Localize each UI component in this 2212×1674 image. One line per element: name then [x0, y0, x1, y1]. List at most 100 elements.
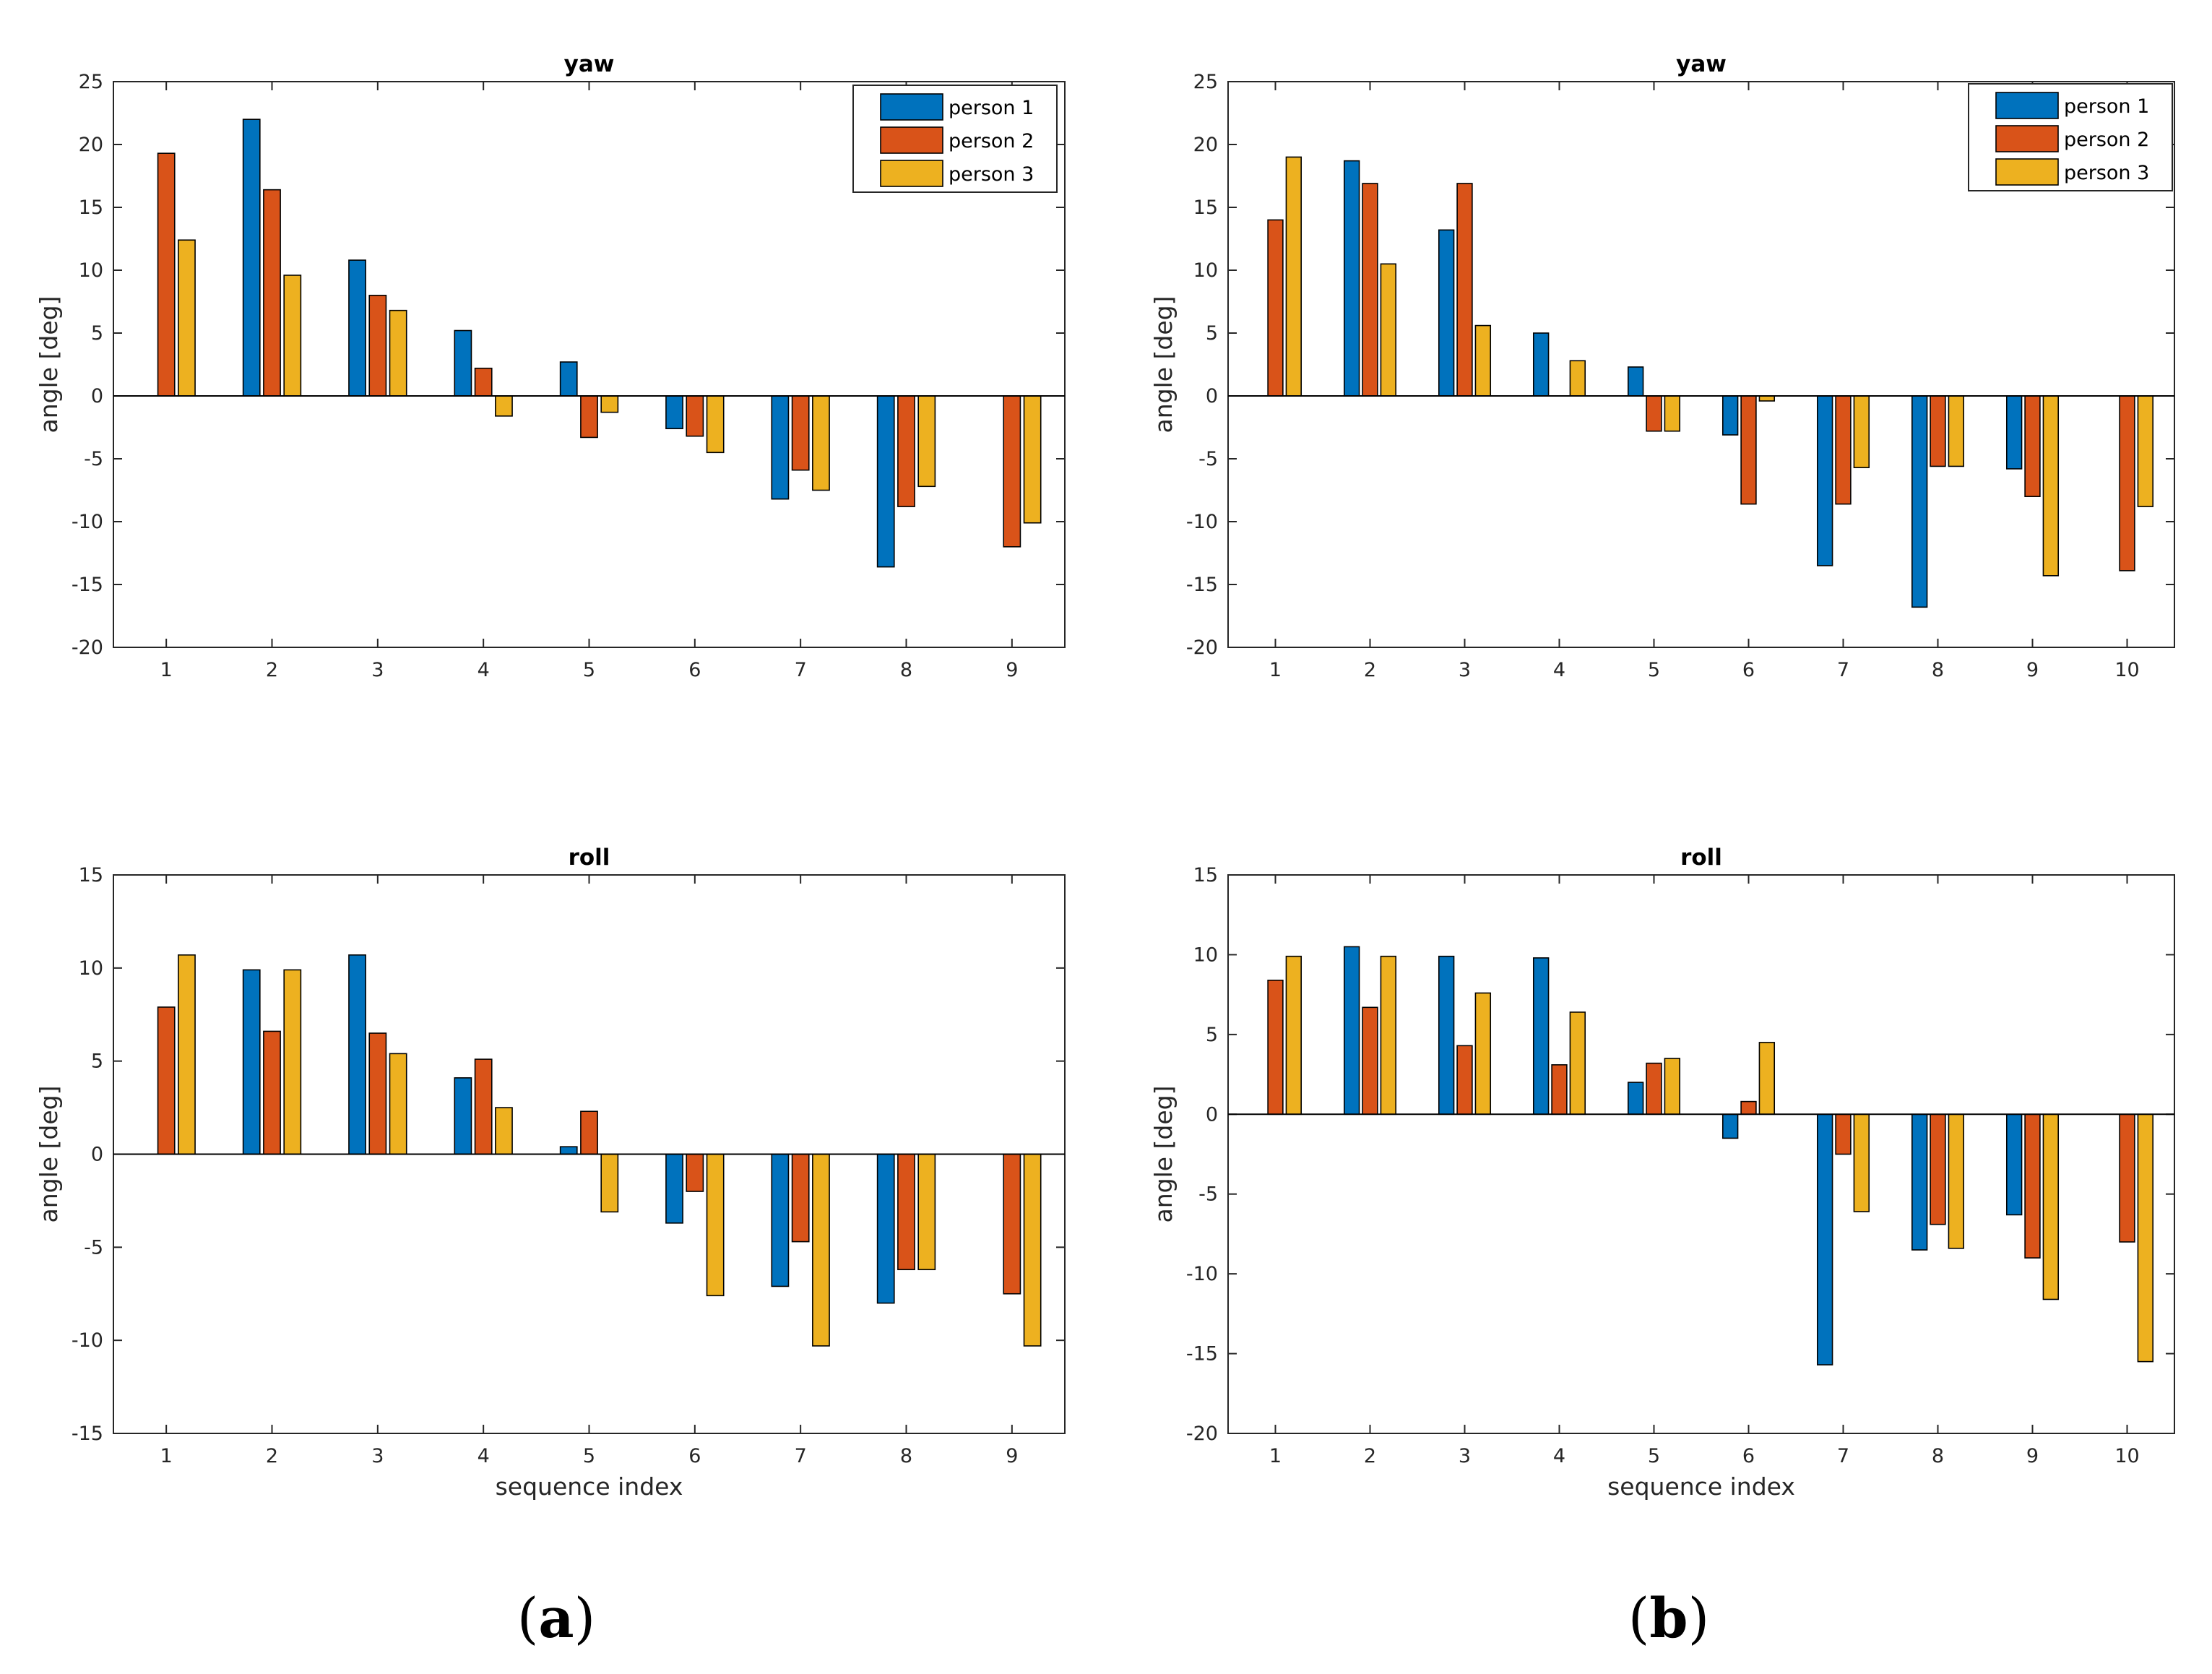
bar-person-3-seq-1 — [178, 239, 196, 397]
bar-person-3-seq-10 — [2137, 395, 2154, 507]
x-tick-label: 8 — [900, 659, 912, 681]
bar-person-3-seq-8 — [917, 395, 936, 488]
x-tick-label: 2 — [266, 1445, 278, 1467]
bar-person-2-seq-10 — [2119, 1113, 2135, 1243]
y-tick-label: 5 — [1206, 322, 1218, 345]
chart-panel-2: -20 -15 -10 -5 0 5 10 15 20 25 1 2 3 4 5 6 7 8 9 10 yaw angle… — [1149, 51, 2175, 681]
bar-person-3-seq-1 — [178, 954, 196, 1155]
x-tick-label: 9 — [2026, 1445, 2039, 1467]
bar-person-2-seq-5 — [1646, 395, 1662, 432]
bar-person-1-seq-9 — [2005, 395, 2023, 470]
bar-person-1-seq-7 — [1816, 1113, 1833, 1365]
bar-person-3-seq-2 — [283, 275, 302, 397]
caption-b-close: ) — [1688, 1586, 1710, 1650]
x-tick-label: 5 — [583, 659, 595, 681]
y-axis-label: angle [deg] — [1149, 1086, 1178, 1223]
bar-person-2-seq-6 — [686, 395, 704, 437]
x-tick-label: 5 — [583, 1445, 595, 1467]
bar-person-1-seq-6 — [1721, 1113, 1739, 1139]
x-tick-label: 3 — [1459, 659, 1471, 681]
bar-person-3-seq-5 — [600, 395, 619, 413]
y-tick-label: 0 — [91, 385, 103, 407]
bar-person-2-seq-1 — [1267, 219, 1284, 397]
bar-person-1-seq-2 — [242, 118, 261, 397]
y-tick-label: 15 — [1193, 197, 1218, 219]
bar-person-3-seq-1 — [1285, 156, 1302, 397]
legend-swatch — [1995, 125, 2059, 152]
y-tick-label: -15 — [1186, 574, 1218, 596]
bar-person-2-seq-9 — [1003, 395, 1021, 548]
bar-person-2-seq-3 — [368, 1032, 387, 1155]
bar-person-2-seq-8 — [1930, 1113, 1946, 1225]
y-tick-label: -10 — [1186, 511, 1218, 533]
y-axis-label: angle [deg] — [1149, 296, 1178, 433]
y-tick-label: 25 — [1193, 71, 1218, 93]
legend-entry-label: person 1 — [949, 97, 1034, 119]
x-tick-label: 1 — [1269, 659, 1282, 681]
bar-person-2-seq-7 — [791, 1153, 810, 1243]
bar-person-3-seq-1 — [1285, 955, 1302, 1116]
x-tick-label: 5 — [1648, 659, 1660, 681]
bar-person-1-seq-7 — [771, 395, 790, 500]
bar-person-2-seq-4 — [474, 1058, 493, 1155]
bar-person-1-seq-2 — [1343, 160, 1360, 397]
x-tick-label: 1 — [160, 659, 173, 681]
y-tick-label: 0 — [91, 1144, 103, 1166]
y-axis-label: angle [deg] — [35, 296, 63, 433]
y-tick-label: 5 — [1206, 1024, 1218, 1046]
x-tick-label: 6 — [1742, 659, 1755, 681]
y-tick-label: -5 — [1198, 1183, 1218, 1206]
caption-b-letter: b — [1649, 1586, 1688, 1650]
bar-person-3-seq-9 — [2042, 395, 2060, 577]
y-tick-label: 20 — [1193, 134, 1218, 156]
bar-person-2-seq-9 — [1003, 1153, 1021, 1295]
chart-title: yaw — [1676, 51, 1727, 77]
y-tick-label: 0 — [1206, 1103, 1218, 1126]
y-tick-label: -10 — [72, 1329, 103, 1352]
bar-person-3-seq-6 — [706, 1153, 725, 1297]
bar-person-3-seq-8 — [1948, 395, 1965, 467]
y-tick-label: 10 — [79, 957, 103, 980]
x-tick-label: 8 — [1932, 659, 1944, 681]
x-tick-label: 10 — [2114, 1445, 2139, 1467]
bar-person-3-seq-5 — [1664, 1058, 1681, 1116]
bar-person-2-seq-9 — [2024, 1113, 2041, 1259]
bar-person-1-seq-6 — [665, 395, 683, 430]
bar-person-3-seq-9 — [2042, 1113, 2060, 1300]
legend-swatch — [880, 160, 943, 187]
y-tick-label: -20 — [1186, 637, 1218, 659]
bar-person-1-seq-5 — [1627, 1082, 1644, 1116]
bar-person-1-seq-3 — [1438, 955, 1455, 1116]
bar-person-2-seq-3 — [1456, 183, 1473, 397]
legend-entry-label: person 2 — [2064, 129, 2149, 151]
y-tick-label: -5 — [84, 448, 103, 470]
bar-person-1-seq-2 — [242, 969, 261, 1155]
legend: person 1 person 2 person 3 — [852, 85, 1058, 193]
x-tick-label: 6 — [688, 659, 701, 681]
x-axis-label: sequence index — [1607, 1472, 1795, 1501]
bar-person-2-seq-8 — [1930, 395, 1946, 467]
y-tick-label: -15 — [72, 1423, 103, 1445]
bar-person-2-seq-1 — [157, 152, 176, 397]
y-tick-label: 10 — [1193, 944, 1218, 966]
bar-person-1-seq-9 — [2005, 1113, 2023, 1216]
x-tick-label: 8 — [1932, 1445, 1944, 1467]
bar-person-1-seq-3 — [348, 259, 366, 397]
bar-person-3-seq-3 — [389, 1053, 407, 1155]
bar-person-3-seq-9 — [1023, 1153, 1042, 1347]
bar-person-3-seq-7 — [1853, 395, 1870, 468]
bar-person-2-seq-5 — [580, 1110, 598, 1155]
bar-person-3-seq-3 — [1474, 992, 1492, 1116]
caption-a-close: ) — [574, 1586, 596, 1650]
bar-person-2-seq-8 — [897, 1153, 915, 1271]
bar-person-2-seq-1 — [157, 1006, 176, 1155]
y-tick-label: -5 — [84, 1236, 103, 1259]
legend: person 1 person 2 person 3 — [1968, 83, 2173, 191]
bar-person-3-seq-6 — [706, 395, 725, 454]
x-tick-label: 3 — [371, 659, 384, 681]
bar-person-1-seq-5 — [559, 361, 578, 397]
y-tick-label: -20 — [1186, 1423, 1218, 1445]
x-tick-label: 4 — [1553, 1445, 1565, 1467]
bar-person-1-seq-5 — [1627, 366, 1644, 397]
x-tick-label: 10 — [2114, 659, 2139, 681]
